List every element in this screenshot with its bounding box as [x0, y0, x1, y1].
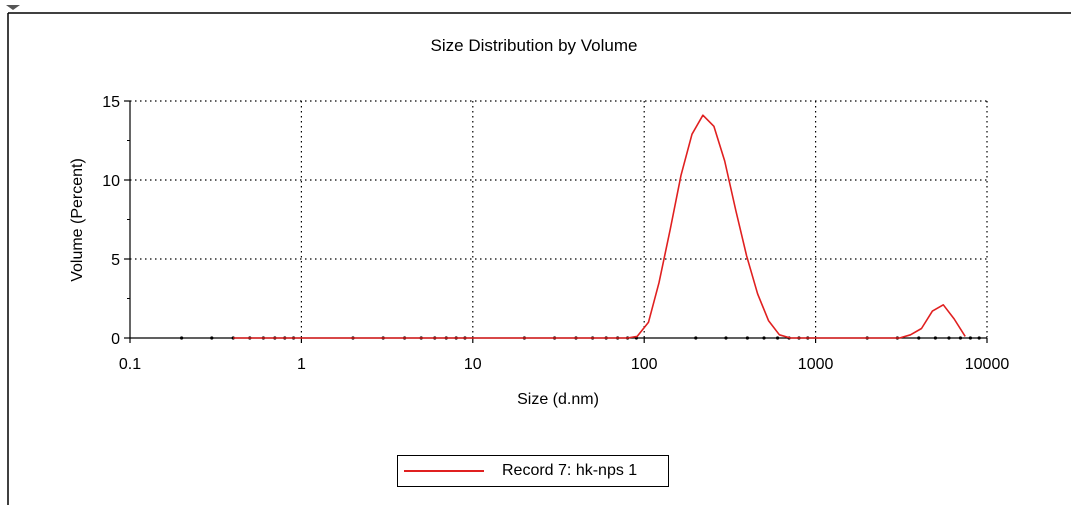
axes [124, 100, 988, 343]
x-minor-tick [917, 336, 921, 340]
y-tick-label: 10 [102, 173, 120, 190]
y-tick-label: 0 [111, 331, 120, 348]
x-minor-tick [947, 336, 951, 340]
tick-labels: 0 5 10 15 0.1 1 10 100 1000 10000 [102, 94, 1009, 373]
x-tick-label: 10000 [965, 356, 1010, 373]
x-minor-tick [724, 336, 728, 340]
x-minor-tick [933, 336, 938, 340]
chart-title: Size Distribution by Volume [431, 36, 638, 55]
legend: Record 7: hk-nps 1 [397, 455, 669, 487]
x-minor-tick [968, 336, 972, 340]
x-axis-title: Size (d.nm) [517, 391, 599, 408]
x-tick-label: 1000 [798, 356, 834, 373]
legend-label: Record 7: hk-nps 1 [502, 462, 638, 479]
series-line [233, 114, 966, 339]
y-tick-label: 5 [111, 252, 120, 269]
x-minor-tick [977, 336, 981, 340]
y-tick-label: 15 [102, 94, 120, 111]
x-minor-tick [958, 336, 963, 340]
x-tick-label: 1 [297, 356, 306, 373]
x-minor-tick [762, 336, 766, 340]
y-axis-title: Volume (Percent) [69, 158, 86, 282]
x-tick-label: 10 [464, 356, 482, 373]
x-minor-tick [210, 336, 214, 340]
legend-swatch [404, 470, 484, 472]
x-minor-tick [775, 336, 780, 340]
corner-arrow-icon [6, 5, 20, 10]
series-lines [233, 114, 966, 339]
x-minor-tick [745, 336, 749, 340]
x-minor-tick [694, 336, 698, 340]
x-tick-label: 0.1 [119, 356, 141, 373]
grid [130, 100, 988, 338]
x-minor-tick [179, 336, 184, 340]
x-tick-label: 100 [631, 356, 658, 373]
